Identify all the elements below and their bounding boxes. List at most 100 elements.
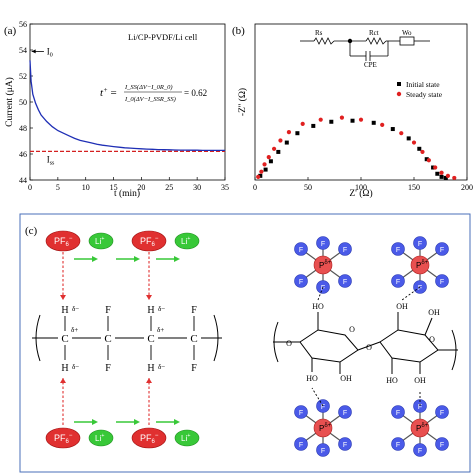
- fluorine-atom-59: [294, 437, 308, 451]
- fluorine-atom-32: [435, 242, 449, 256]
- li-arrowhead-70: [92, 419, 98, 425]
- panel-b-frame: [254, 23, 468, 181]
- b-point-s1-19: [452, 175, 457, 181]
- glycosidic-bond: [357, 341, 381, 351]
- pf6-text-65: PF6−: [140, 433, 159, 445]
- li-ion-3: Li+: [88, 232, 114, 250]
- b-point-s1-6: [286, 130, 292, 135]
- b-point-s1-4: [271, 146, 277, 151]
- li-arrowhead-72: [134, 419, 140, 425]
- a-xtick-label-0: 0: [28, 183, 32, 192]
- fluorine-text-29: F: [396, 247, 400, 254]
- delta-minus-35: δ−: [72, 305, 79, 313]
- panel-a: (a) Li/CP-PVDF/Li cell 0 5 10 15 20 25 30 35 44 4…: [4, 20, 229, 199]
- delta-minus-36: δ−: [72, 363, 79, 371]
- a-xtick-label-4: 20: [137, 183, 145, 192]
- b-point-s1-13: [411, 140, 417, 145]
- iss-label: Iss: [47, 154, 55, 166]
- fluorine-atom-57: [316, 443, 330, 457]
- hydroxyl-88: HO: [306, 374, 318, 383]
- delta-minus-47: δ−: [158, 363, 165, 371]
- ch2oh-bond: [424, 317, 433, 336]
- pf6-arrowhead-56: [146, 378, 152, 383]
- bracket-left: [35, 314, 41, 362]
- a-ytick-label-1: 46: [19, 150, 27, 159]
- pf6-arrowhead-21: [146, 295, 152, 300]
- phosphorus-text-83: Pδ+: [416, 423, 429, 433]
- b-point-s1-2: [262, 162, 267, 167]
- b-point-s1-18: [445, 173, 451, 178]
- fluorine-atom-9: [316, 236, 330, 250]
- fluorine-41: F: [105, 363, 111, 374]
- panel-c: (c) PF6− Li+ PF6− Li+ C C C C H Hδ− δ− δ+ F F H Hδ− δ− δ+…: [19, 213, 471, 473]
- a-xtick-label-6: 30: [193, 183, 201, 192]
- oxygen-86: O: [286, 339, 292, 348]
- panel-b-ticks: 0 50 100 150 200: [253, 177, 473, 192]
- pf6-octahedron-63: F F F F F F Pδ+: [391, 399, 449, 457]
- cellulose-bracket-left: [273, 321, 279, 363]
- b-xtick-label-3: 150: [408, 183, 420, 192]
- legend-label-initial: Initial state: [406, 80, 440, 89]
- pf6-octahedron-0: F F F F F F Pδ+: [294, 236, 352, 294]
- a-xtick-label-5: 25: [165, 183, 173, 192]
- li-ellipse-12: [174, 232, 200, 250]
- fluorine-atom-78: [413, 443, 427, 457]
- a-xtick-label-3: 15: [110, 183, 118, 192]
- b-point-s1-1: [259, 169, 264, 174]
- equation-lhs: t+ =: [100, 86, 117, 99]
- pf6-ellipse-9: [131, 230, 167, 252]
- b-point-s1-17: [439, 170, 444, 175]
- phosphorus-atom-82: [410, 418, 430, 438]
- fluorine-text-60: F: [299, 442, 303, 449]
- fluorine-atom-30: [413, 236, 427, 250]
- b-point-s0-9: [371, 120, 376, 125]
- b-point-s0-5: [295, 131, 300, 136]
- hydrogen-45: H: [147, 363, 154, 374]
- pf6-ellipse-1: [45, 230, 81, 252]
- a-ytick-label-6: 56: [19, 20, 27, 29]
- fluorine-atom-28: [391, 242, 405, 256]
- panel-b-xlabel: Z' (Ω): [349, 188, 372, 199]
- b-point-s0-10: [390, 127, 395, 132]
- fluorine-text-77: F: [440, 442, 444, 449]
- li-arrowhead-15: [92, 256, 98, 262]
- li-text-68: Li+: [181, 433, 190, 443]
- fluorine-text-33: F: [440, 247, 444, 254]
- b-point-s0-2: [268, 159, 273, 164]
- li-arrowhead-17: [174, 256, 180, 262]
- fluorine-atom-13: [338, 274, 352, 288]
- fluorine-atom-49: [294, 405, 308, 419]
- fluorine-text-8: F: [299, 247, 303, 254]
- equation-result: = 0.62: [184, 88, 207, 98]
- panel-c-frame: [19, 213, 471, 473]
- fluorine-text-73: F: [418, 404, 422, 411]
- fluorine-text-31: F: [418, 241, 422, 248]
- a-xtick-label-2: 10: [82, 183, 90, 192]
- fluorine-text-71: F: [396, 410, 400, 417]
- ring-oxygen-96: O: [429, 335, 435, 344]
- delta-plus-48: δ+: [157, 326, 164, 334]
- b-xtick-label-2: 100: [355, 183, 367, 192]
- li-text-13: Li+: [181, 236, 190, 246]
- b-point-s1-15: [426, 158, 431, 163]
- a-ytick-label-0: 44: [19, 176, 27, 185]
- pf6-ion-0: PF6−: [45, 230, 81, 252]
- li-ellipse-4: [88, 232, 114, 250]
- legend-marker-steady: [396, 91, 402, 97]
- hydrogen-44: H: [147, 305, 154, 316]
- fluorine-atom-70: [391, 405, 405, 419]
- panel-a-annotation: Li/CP-PVDF/Li cell: [128, 32, 198, 42]
- panel-a-label: (a): [4, 25, 17, 37]
- pf6-octahedron-42: F F F F F F Pδ+: [294, 399, 352, 457]
- fluorine-text-10: F: [321, 241, 325, 248]
- ring-oxygen-90: O: [349, 325, 355, 334]
- panel-b-legend: Initial state Steady state: [396, 80, 443, 99]
- hydroxyl-87: HO: [312, 302, 324, 311]
- hydrogen-33: H: [61, 305, 68, 316]
- panel-c-label: (c): [25, 225, 38, 237]
- fluorine-atom-74: [435, 405, 449, 419]
- phosphorus-atom-40: [410, 255, 430, 275]
- pf6-text-59: PF6−: [54, 433, 73, 445]
- panel-a-xlabel: t (min): [114, 188, 140, 199]
